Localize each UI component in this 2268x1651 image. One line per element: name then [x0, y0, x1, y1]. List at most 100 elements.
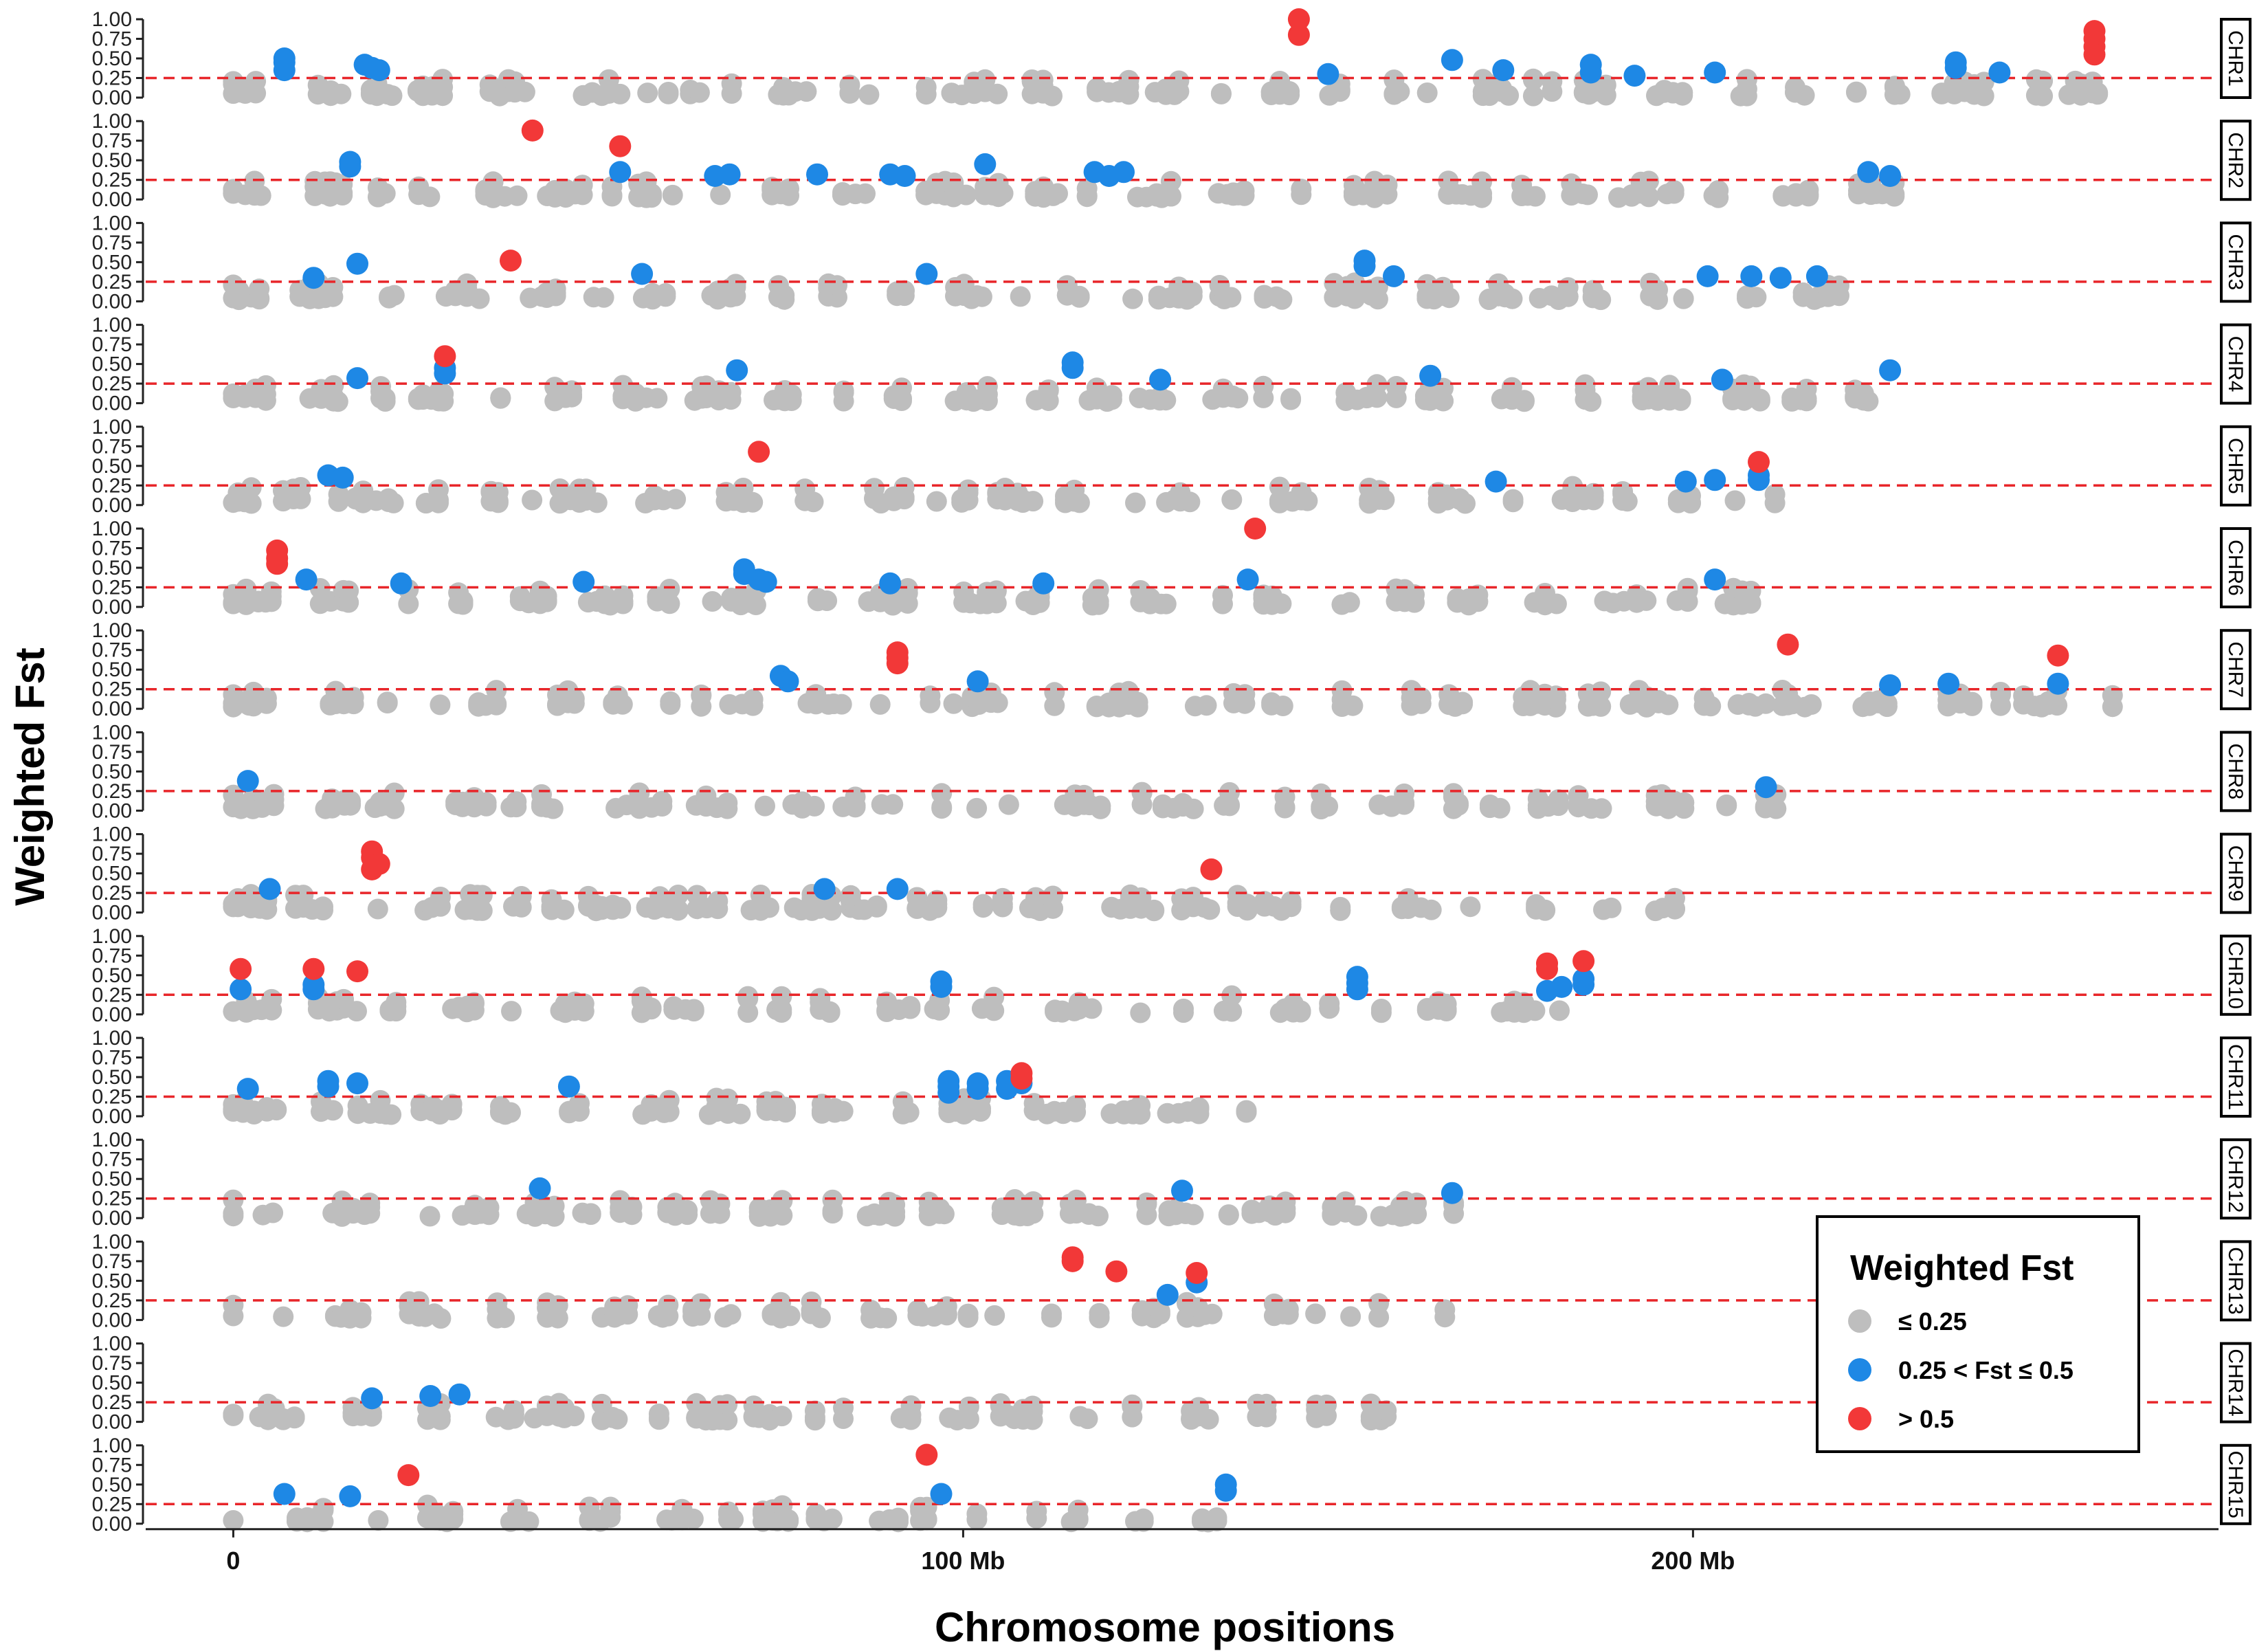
facet-strip: [2220, 1037, 2252, 1118]
mid-fst-point: [1485, 470, 1507, 493]
low-fst-point: [647, 388, 668, 409]
low-fst-point: [710, 184, 731, 206]
low-fst-point: [1436, 1001, 1457, 1021]
low-fst-point: [1272, 696, 1293, 716]
low-fst-point: [721, 73, 742, 94]
low-fst-point: [607, 1408, 628, 1430]
mid-fst-point: [1032, 572, 1055, 595]
low-fst-point: [1335, 1191, 1356, 1212]
low-fst-point: [1548, 789, 1569, 810]
facet-panel-chr15: 0.000.250.500.751.00 CHR15: [92, 1434, 2252, 1536]
low-fst-point: [2032, 70, 2054, 91]
low-fst-point: [383, 782, 405, 804]
mid-fst-point: [1696, 265, 1719, 287]
low-fst-point: [971, 286, 992, 307]
y-tick-label: 0.50: [92, 1066, 132, 1089]
low-fst-point: [966, 1503, 988, 1525]
low-fst-point: [1448, 793, 1469, 814]
low-fst-point: [667, 900, 689, 921]
y-tick-label: 0.50: [92, 455, 132, 478]
low-fst-point: [1221, 287, 1242, 308]
low-fst-point: [503, 1404, 524, 1425]
facet-strip: [2220, 1443, 2252, 1525]
mid-fst-point: [1113, 161, 1135, 184]
low-fst-point: [737, 988, 759, 1009]
low-fst-point: [998, 794, 1019, 815]
y-tick-label: 0.75: [92, 538, 132, 560]
facet-panel-chr5: 0.000.250.500.751.00 CHR5: [92, 416, 2252, 517]
low-fst-point: [1330, 900, 1351, 921]
low-fst-point: [1616, 491, 1638, 512]
low-fst-point: [1160, 186, 1181, 207]
mid-fst-point: [1236, 568, 1259, 591]
mid-fst-point: [1755, 776, 1777, 799]
low-fst-point: [827, 275, 847, 296]
low-fst-point: [430, 694, 451, 716]
low-fst-point: [507, 185, 528, 206]
y-tick-label: 0.50: [92, 557, 132, 579]
low-fst-point: [1433, 390, 1454, 412]
high-fst-point: [434, 345, 456, 368]
low-fst-point: [855, 183, 876, 204]
low-fst-point: [1489, 797, 1511, 819]
mid-fst-point: [1317, 63, 1339, 85]
low-fst-point: [1736, 78, 1757, 100]
low-fst-point: [1280, 389, 1302, 410]
low-fst-point: [1331, 680, 1353, 701]
mid-fst-point: [2047, 672, 2069, 695]
mid-fst-point: [1383, 265, 1405, 287]
low-fst-point: [955, 184, 977, 206]
low-fst-point: [652, 790, 673, 812]
low-fst-point: [1253, 375, 1274, 397]
mid-fst-point: [346, 252, 368, 275]
low-fst-point: [245, 71, 267, 92]
mid-fst-point: [368, 59, 390, 82]
low-fst-point: [223, 1294, 244, 1316]
facet-strip: [2220, 323, 2252, 405]
mid-fst-point: [273, 59, 296, 82]
low-fst-point: [260, 581, 282, 602]
low-fst-point: [1673, 288, 1694, 309]
facet-panel-chr13: 0.000.250.500.751.00 CHR13: [92, 1230, 2252, 1331]
facet-panel-chr7: 0.000.250.500.751.00 CHR7: [92, 619, 2252, 720]
low-fst-point: [742, 689, 764, 710]
low-fst-point: [1221, 985, 1243, 1006]
mid-fst-point: [937, 1081, 960, 1104]
low-fst-point: [1524, 1000, 1546, 1021]
low-fst-point: [1210, 82, 1232, 104]
low-fst-point: [1889, 84, 1911, 105]
mid-fst-point: [295, 568, 318, 591]
low-fst-point: [419, 186, 441, 208]
low-fst-point: [1342, 695, 1364, 716]
facet-strip-label: CHR3: [2224, 234, 2247, 291]
low-fst-point: [1590, 289, 1612, 311]
y-tick-label: 0.75: [92, 1352, 132, 1375]
low-fst-point: [490, 387, 511, 408]
y-tick-label: 0.25: [92, 780, 132, 803]
low-fst-point: [804, 1400, 825, 1421]
low-fst-point: [658, 1294, 679, 1316]
high-fst-point: [1244, 518, 1267, 540]
low-fst-point: [1236, 1101, 1257, 1122]
legend-swatch-low: [1848, 1309, 1871, 1333]
low-fst-point: [433, 384, 454, 404]
y-tick-label: 0.00: [92, 698, 132, 720]
y-tick-label: 0.75: [92, 843, 132, 865]
low-fst-point: [1452, 692, 1474, 713]
y-tick-label: 0.50: [92, 1168, 132, 1190]
mid-fst-point: [557, 1075, 580, 1098]
low-fst-point: [771, 986, 792, 1007]
low-fst-point: [1130, 1095, 1151, 1116]
low-fst-point: [223, 1404, 244, 1425]
y-tick-label: 0.25: [92, 1289, 132, 1312]
low-fst-point: [2087, 82, 2109, 103]
low-fst-point: [1798, 184, 1819, 205]
low-fst-point: [1076, 185, 1098, 206]
mid-fst-point: [1623, 65, 1646, 87]
y-tick-label: 1.00: [92, 721, 132, 744]
mid-fst-point: [1346, 978, 1368, 1001]
low-fst-point: [845, 786, 866, 808]
high-fst-point: [230, 957, 252, 980]
low-fst-point: [778, 1509, 799, 1530]
